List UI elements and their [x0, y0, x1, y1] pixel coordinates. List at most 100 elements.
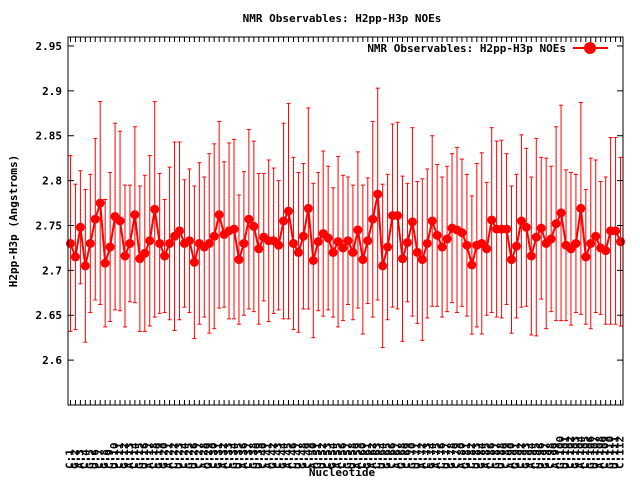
- data-point: [348, 247, 358, 257]
- x-tick-label: A:80: [455, 443, 468, 470]
- x-tick-label: C:22: [168, 443, 181, 470]
- data-point: [412, 247, 422, 257]
- data-point: [393, 211, 403, 221]
- x-tick-label: U:16: [138, 442, 151, 469]
- chart-title: NMR Observables: H2pp-H3p NOEs: [243, 12, 442, 25]
- x-tick-label: G:48: [296, 443, 309, 470]
- x-tick-label: G:5: [83, 449, 96, 469]
- legend-label: NMR Observables: H2pp-H3p NOEs: [367, 42, 566, 55]
- data-point: [155, 238, 165, 248]
- x-tick-label: A:67: [391, 443, 404, 470]
- x-tick-label: U:83: [470, 443, 483, 470]
- data-point: [402, 238, 412, 248]
- data-point: [417, 255, 427, 265]
- x-tick-label: C:49: [301, 443, 314, 470]
- data-point: [130, 210, 140, 220]
- x-tick-label: A:108: [594, 436, 607, 469]
- y-tick-label: 2.75: [36, 219, 63, 232]
- x-tick-label: C:40: [257, 443, 270, 470]
- x-tick-label: C:98: [544, 443, 557, 470]
- x-tick-label: G:74: [425, 442, 438, 469]
- x-tick-label: G:97: [539, 443, 552, 470]
- x-tick-label: G:110: [604, 436, 617, 469]
- x-tick-label: C:56: [336, 442, 349, 469]
- data-point: [353, 225, 363, 235]
- x-tick-label: G:2: [68, 449, 81, 469]
- data-point: [298, 231, 308, 241]
- x-tick-label: A:17: [143, 443, 156, 470]
- data-point: [611, 226, 621, 236]
- x-tick-label: C:30: [207, 443, 220, 470]
- x-tick-label: U:71: [410, 442, 423, 469]
- x-tick-label: C:86: [485, 442, 498, 469]
- x-tick-label: C:79: [450, 443, 463, 470]
- x-tick-label: A:90: [505, 443, 518, 470]
- x-tick-label: U:47: [291, 443, 304, 470]
- x-tick-label: A:104: [574, 436, 587, 469]
- x-tick-label: G:12: [118, 443, 131, 470]
- x-tick-label: A:45: [282, 443, 295, 470]
- x-tick-label: A:13: [123, 443, 136, 470]
- data-point: [363, 236, 373, 246]
- data-point: [254, 244, 264, 254]
- x-tick-label: G:8: [98, 449, 111, 469]
- data-point: [333, 237, 343, 247]
- data-point: [457, 228, 467, 238]
- x-tick-label: A:59: [351, 443, 364, 470]
- data-point: [422, 238, 432, 248]
- y-tick-label: 2.6: [42, 354, 62, 367]
- y-tick-label: 2.95: [36, 40, 63, 53]
- x-tick-label: C:46: [286, 442, 299, 469]
- data-point: [80, 261, 90, 271]
- x-tick-label: U:96: [534, 442, 547, 469]
- x-tick-label: C:92: [514, 443, 527, 470]
- data-point: [214, 210, 224, 220]
- data-point: [105, 242, 115, 252]
- plot-area: [65, 87, 626, 349]
- data-point: [284, 206, 294, 216]
- x-tick-label: C:69: [400, 443, 413, 470]
- x-tick-label: C:82: [465, 443, 478, 470]
- x-tick-label: U:39: [252, 443, 265, 470]
- data-point: [75, 222, 85, 232]
- data-point: [526, 251, 536, 261]
- x-tick-label: A:3: [73, 449, 86, 469]
- x-tick-label: G:91: [509, 442, 522, 469]
- x-tick-label: A:62: [366, 443, 379, 470]
- data-point: [288, 238, 298, 248]
- x-tick-label: C:95: [529, 443, 542, 470]
- x-tick-label: C:53: [321, 443, 334, 470]
- x-tick-label: U:77: [440, 443, 453, 470]
- data-point: [145, 236, 155, 246]
- x-tick-label: U:101: [559, 436, 572, 469]
- data-point: [507, 255, 517, 265]
- x-tick-label: A:85: [480, 443, 493, 469]
- y-tick-label: 2.8: [42, 175, 62, 188]
- y-tick-label: 2.85: [36, 130, 63, 143]
- legend: NMR Observables: H2pp-H3p NOEs: [367, 42, 608, 55]
- x-tick-label: A:41: [262, 442, 275, 469]
- x-tick-label: A:72: [415, 443, 428, 470]
- data-point: [303, 203, 313, 213]
- x-tick-label: C:63: [371, 443, 384, 470]
- data-point: [516, 216, 526, 226]
- data-point: [209, 231, 219, 241]
- data-point: [482, 244, 492, 254]
- x-tick-label: U:35: [232, 443, 245, 470]
- y-tick-label: 2.9: [42, 85, 62, 98]
- x-tick-label: G:38: [247, 443, 260, 470]
- data-point: [571, 238, 581, 248]
- x-tick-label: C:37: [242, 443, 255, 470]
- legend-marker: [584, 42, 596, 54]
- data-point: [378, 261, 388, 271]
- data-point: [95, 198, 105, 208]
- data-point: [521, 222, 531, 232]
- data-point: [274, 240, 284, 250]
- data-point: [591, 231, 601, 241]
- y-axis: 2.6 2.65 2.7 2.75 2.8 2.85 2.9 2.95: [36, 40, 623, 367]
- x-tick-label: C:76: [435, 442, 448, 469]
- x-tick-label: C:60: [356, 443, 369, 470]
- data-point: [358, 255, 368, 265]
- x-tick-label: G:87: [490, 442, 503, 469]
- x-tick-label: G:68: [395, 443, 408, 470]
